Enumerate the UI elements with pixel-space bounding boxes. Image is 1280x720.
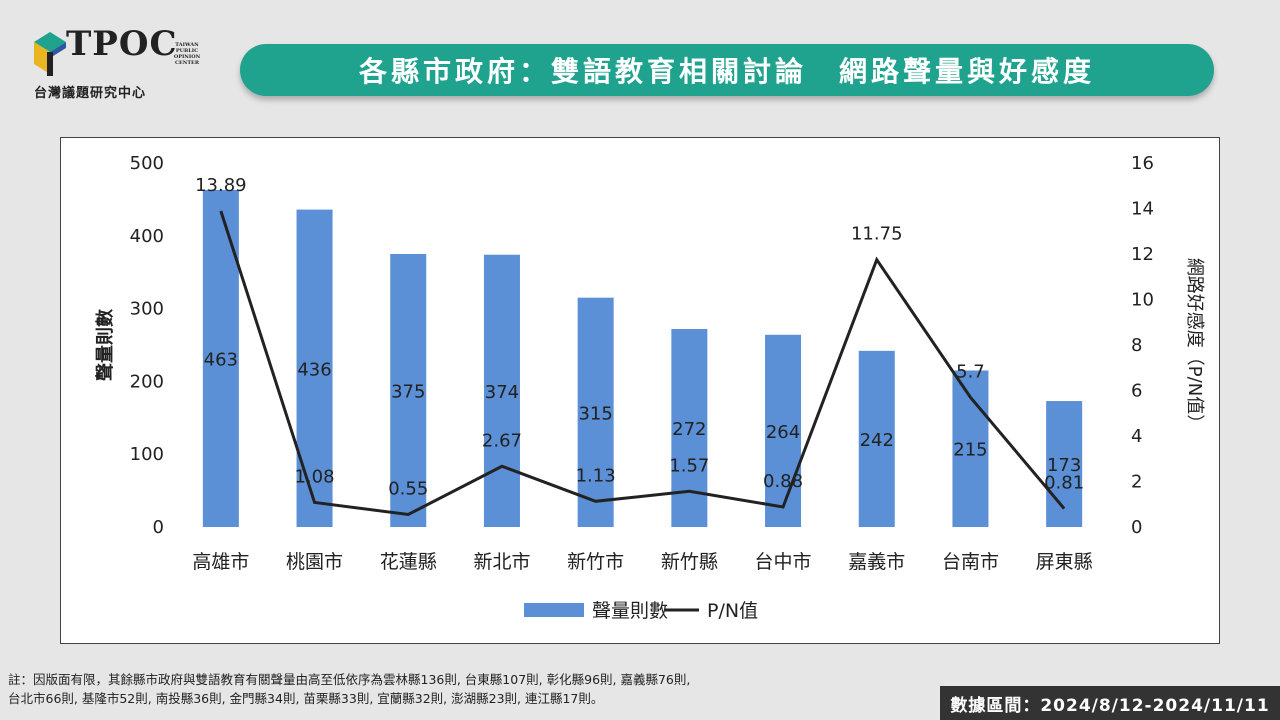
line-value-label: 2.67 [482,430,522,451]
line-value-label: 13.89 [195,175,247,196]
logo-text: TPOC [66,24,178,64]
x-tick-label: 高雄市 [192,551,249,573]
x-tick-label: 屏東縣 [1036,551,1093,573]
y2-tick-label: 10 [1131,290,1154,311]
logo: TPOC TAIWAN PUBLIC OPINION CENTER 台灣議題研究… [30,24,230,104]
y-axis-title: 聲量則數 [94,309,116,381]
line-value-label: 5.7 [956,361,985,382]
y-tick-label: 300 [130,299,164,320]
x-tick-label: 新竹市 [567,551,624,573]
y2-tick-label: 16 [1131,153,1154,174]
bar-value-label: 173 [1047,455,1081,476]
line-value-label: 0.88 [763,471,803,492]
legend-bar-label: 聲量則數 [592,600,668,622]
y-tick-label: 500 [130,153,164,174]
date-range-badge: 數據區間：2024/8/12-2024/11/11 [940,686,1280,720]
bar-value-label: 215 [953,440,987,461]
logo-subtitle: 台灣議題研究中心 [34,86,147,101]
bar-新竹市 [577,297,614,527]
y2-tick-label: 2 [1131,472,1142,493]
bar-value-label: 436 [297,359,331,380]
bar-新北市 [483,254,520,527]
y-tick-label: 400 [130,226,164,247]
x-tick-label: 台南市 [942,551,999,573]
legend: 聲量則數 P/N值 [524,600,758,622]
line-value-label: 1.08 [295,466,335,487]
bar-屏東縣 [1046,401,1083,527]
y-tick-label: 200 [130,371,164,392]
y2-tick-label: 6 [1131,381,1142,402]
chart-container: 463 436 375 374 315 272 264 242 215 173 13.89 1.08 0… [60,137,1220,644]
y2-axis-title: 網路好感度（P/N值） [1184,258,1205,432]
bar-桃園市 [296,209,333,527]
date-range: 數據區間：2024/8/12-2024/11/11 [950,695,1270,716]
legend-bar-swatch [524,603,584,617]
footnote: 註：因版面有限，其餘縣市政府與雙語教育有關聲量由高至低依序為雲林縣136則, 台… [8,670,690,708]
bar-value-label: 374 [485,382,519,403]
logo-small-text: TAIWAN PUBLIC OPINION CENTER [173,42,201,66]
line-value-label: 0.55 [388,478,428,499]
bar-花蓮縣 [390,254,427,527]
y2-tick-label: 8 [1131,335,1142,356]
line-value-label: 11.75 [851,224,903,245]
x-tick-label: 嘉義市 [848,551,905,573]
y2-tick-label: 4 [1131,426,1142,447]
bar-value-label: 264 [766,422,800,443]
bar-value-label: 242 [860,430,894,451]
bar-value-label: 315 [578,403,612,424]
x-tick-label: 新北市 [473,551,530,573]
y-tick-label: 0 [153,517,164,538]
logo-mark-icon [34,32,66,76]
bar-嘉義市 [858,350,895,527]
x-tick-label: 花蓮縣 [380,551,437,573]
legend-line-label: P/N值 [707,600,758,622]
x-tick-label: 桃園市 [286,551,343,573]
bar-台中市 [765,334,802,527]
pn-line [219,210,1066,517]
line-value-label: 1.57 [669,455,709,476]
line-value-label: 1.13 [576,465,616,486]
footnote-line-2: 台北市66則, 基隆市52則, 南投縣36則, 金門縣34則, 苗栗縣33則, … [8,691,604,706]
footnote-line-1: 註：因版面有限，其餘縣市政府與雙語教育有關聲量由高至低依序為雲林縣136則, 台… [8,672,691,687]
line-value-label: 0.81 [1044,473,1084,494]
bar-value-label: 375 [391,382,425,403]
bar-value-label: 463 [204,349,238,370]
title-banner: 各縣市政府：雙語教育相關討論 網路聲量與好感度 [240,44,1214,96]
page-title: 各縣市政府：雙語教育相關討論 網路聲量與好感度 [358,55,1095,88]
y2-tick-label: 14 [1131,199,1154,220]
y-tick-label: 100 [130,444,164,465]
y2-tick-label: 0 [1131,517,1142,538]
y2-tick-label: 12 [1131,244,1154,265]
x-tick-label: 台中市 [755,551,812,573]
bar-value-label: 272 [672,419,706,440]
x-tick-label: 新竹縣 [661,551,718,573]
